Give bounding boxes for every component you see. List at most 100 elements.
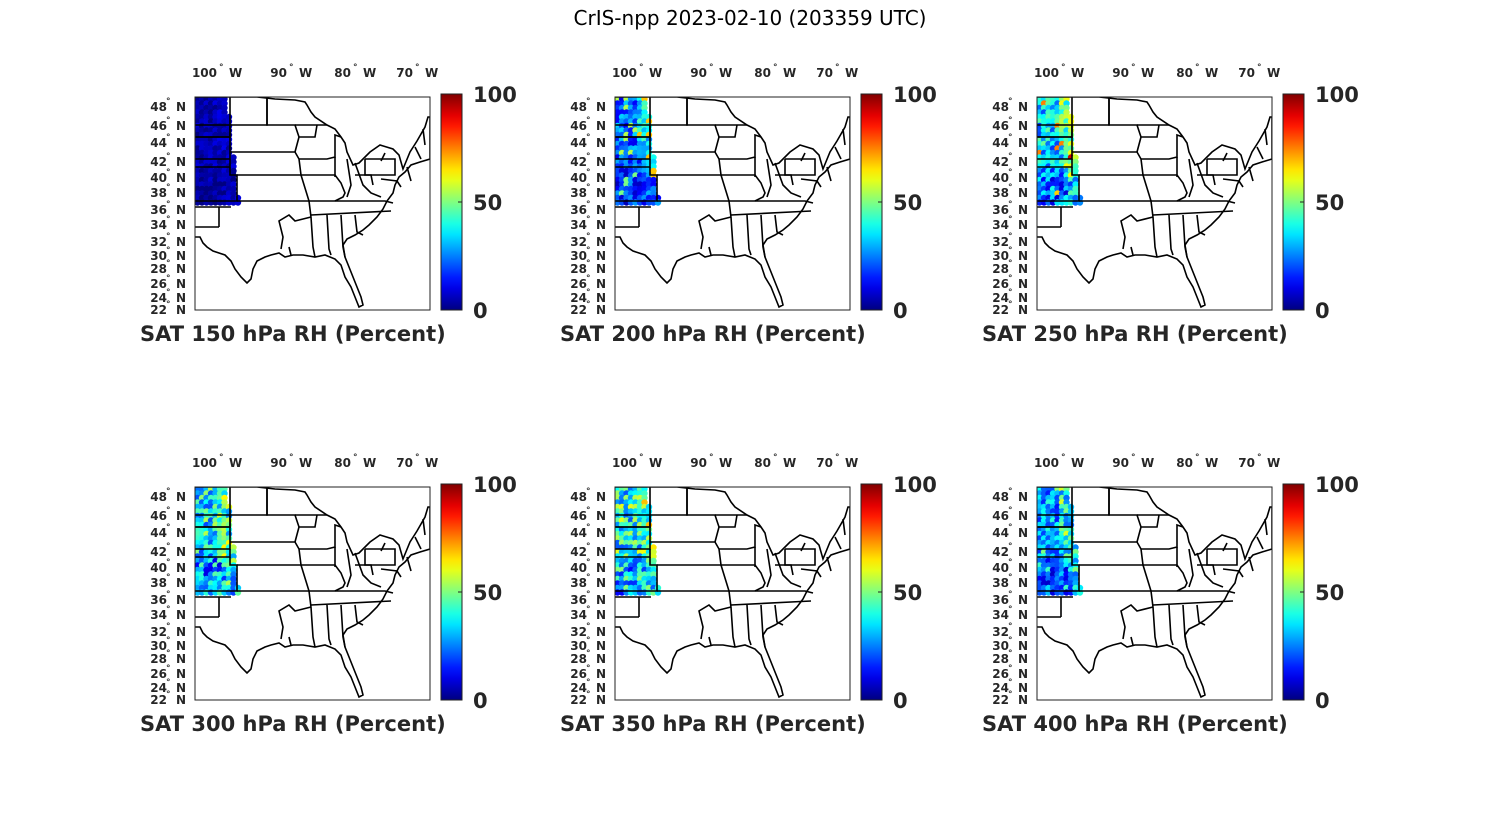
panel-title: SAT 150 hPa RH (Percent) — [140, 322, 446, 346]
state-boundary — [746, 214, 752, 256]
state-boundary — [422, 518, 426, 536]
lat-hemisphere-label: N — [176, 490, 186, 504]
lat-tick-label: 28 — [570, 652, 587, 666]
lat-hemisphere-label: N — [596, 171, 606, 185]
lat-tick-label: 34 — [992, 218, 1009, 232]
degree-symbol: ° — [586, 605, 591, 615]
degree-symbol: ° — [166, 523, 171, 533]
lon-tick-label: 70 — [816, 66, 833, 80]
lat-hemisphere-label: N — [176, 639, 186, 653]
colorbar-tick-label: 0 — [473, 299, 488, 323]
map-border — [194, 96, 431, 311]
state-boundary — [1264, 128, 1268, 146]
lon-hemisphere-label: W — [1071, 66, 1084, 80]
lat-hemisphere-label: N — [596, 526, 606, 540]
lon-hemisphere-label: W — [1141, 66, 1154, 80]
lat-hemisphere-label: N — [596, 608, 606, 622]
lat-tick-label: 30 — [992, 249, 1009, 263]
state-boundary — [299, 514, 318, 528]
degree-symbol: ° — [289, 63, 294, 73]
lon-hemisphere-label: W — [299, 456, 312, 470]
lat-tick-label: 42 — [150, 545, 167, 559]
degree-symbol: ° — [639, 63, 644, 73]
state-boundary — [1206, 548, 1238, 566]
lat-hemisphere-label: N — [596, 249, 606, 263]
lat-tick-label: 38 — [570, 576, 587, 590]
state-boundary — [355, 174, 374, 186]
lat-hemisphere-label: N — [1018, 593, 1028, 607]
lat-hemisphere-label: N — [176, 277, 186, 291]
state-boundary — [380, 152, 386, 162]
lon-tick-label: 80 — [754, 456, 771, 470]
state-boundary — [834, 146, 842, 160]
lat-hemisphere-label: N — [596, 303, 606, 317]
lon-hemisphere-label: W — [363, 66, 376, 80]
degree-symbol: ° — [166, 664, 171, 674]
map-panel: 100 ° W 90 ° W 80 ° W 70 ° W48 ° N46 ° N44 ° N42 ° N40 ° N38 °… — [982, 453, 1359, 736]
state-boundary — [1248, 166, 1254, 182]
degree-symbol: ° — [586, 215, 591, 225]
state-boundary — [721, 564, 766, 592]
lat-tick-label: 48 — [992, 100, 1009, 114]
map-panel: 100 ° W 90 ° W 80 ° W 70 ° W48 ° N46 ° N44 ° N42 ° N40 ° N38 °… — [560, 453, 937, 736]
degree-symbol: ° — [586, 636, 591, 646]
state-boundary — [775, 174, 794, 186]
lat-tick-label: 48 — [570, 100, 587, 114]
lat-tick-label: 28 — [150, 262, 167, 276]
degree-symbol: ° — [1008, 487, 1013, 497]
lat-tick-label: 30 — [570, 249, 587, 263]
map-border — [614, 96, 851, 311]
lat-tick-label: 40 — [992, 171, 1009, 185]
lat-hemisphere-label: N — [596, 652, 606, 666]
state-boundary — [305, 590, 394, 594]
state-boundary — [800, 568, 822, 578]
degree-symbol: ° — [1008, 573, 1013, 583]
lat-tick-label: 44 — [570, 526, 587, 540]
lat-hemisphere-label: N — [596, 576, 606, 590]
degree-symbol: ° — [586, 133, 591, 143]
degree-symbol: ° — [1131, 63, 1136, 73]
lat-hemisphere-label: N — [596, 681, 606, 695]
state-boundary — [1222, 178, 1244, 188]
state-boundary — [766, 548, 772, 588]
degree-symbol: ° — [1008, 664, 1013, 674]
lon-tick-label: 100 — [612, 66, 637, 80]
state-boundary — [364, 158, 396, 176]
lat-tick-label: 28 — [992, 262, 1009, 276]
degree-symbol: ° — [166, 200, 171, 210]
state-boundary — [310, 210, 392, 216]
lon-tick-label: 80 — [754, 66, 771, 80]
degree-symbol: ° — [166, 274, 171, 284]
state-boundary — [1248, 556, 1254, 572]
state-boundary — [1143, 564, 1188, 592]
degree-symbol: ° — [586, 300, 591, 310]
degree-symbol: ° — [1008, 636, 1013, 646]
state-boundary — [1147, 590, 1236, 594]
state-boundary — [310, 600, 392, 606]
state-boundary — [1196, 604, 1206, 626]
lat-hemisphere-label: N — [596, 625, 606, 639]
lat-tick-label: 48 — [992, 490, 1009, 504]
lat-tick-label: 24 — [150, 291, 167, 305]
state-boundary — [346, 548, 352, 588]
lon-tick-label: 70 — [1238, 456, 1255, 470]
state-boundary — [1196, 162, 1224, 198]
lat-hemisphere-label: N — [1018, 681, 1028, 695]
degree-symbol: ° — [1008, 690, 1013, 700]
lon-hemisphere-label: W — [649, 456, 662, 470]
state-boundary — [766, 158, 772, 198]
degree-symbol: ° — [1008, 678, 1013, 688]
lat-hemisphere-label: N — [1018, 155, 1028, 169]
state-boundary — [1143, 174, 1188, 202]
state-boundary — [725, 590, 814, 594]
lat-hemisphere-label: N — [176, 625, 186, 639]
state-boundary — [1072, 541, 1144, 566]
degree-symbol: ° — [166, 622, 171, 632]
lon-hemisphere-label: W — [1205, 456, 1218, 470]
lat-hemisphere-label: N — [1018, 625, 1028, 639]
lon-tick-label: 80 — [334, 456, 351, 470]
lat-hemisphere-label: N — [176, 526, 186, 540]
lat-hemisphere-label: N — [176, 681, 186, 695]
lat-hemisphere-label: N — [596, 262, 606, 276]
